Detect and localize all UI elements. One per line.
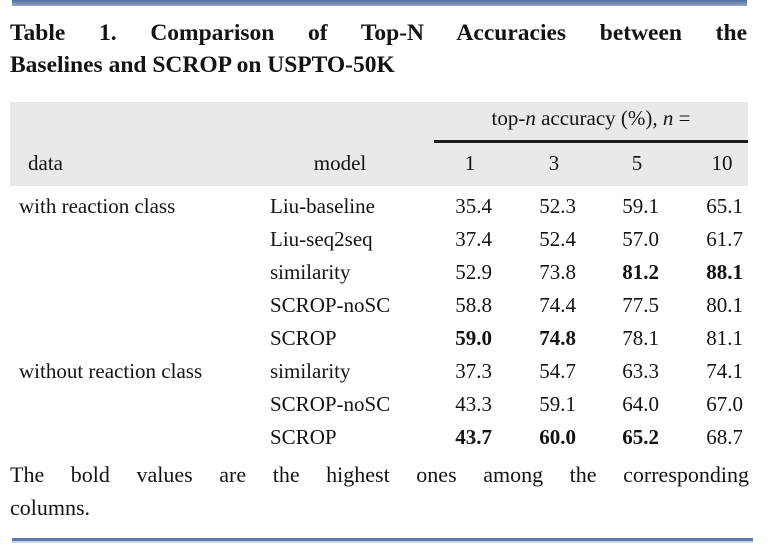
accuracy-value: 81.2 [622, 260, 659, 284]
accuracy-value: 37.4 [455, 227, 492, 251]
accuracy-value: 63.3 [622, 359, 659, 383]
table-row: SCROP 43.7 60.0 65.2 68.7 [10, 421, 748, 454]
table-row: SCROP 59.0 74.8 78.1 81.1 [10, 322, 748, 355]
model-name: Liu-seq2seq [270, 227, 373, 251]
model-name: SCROP-noSC [270, 392, 391, 416]
group-header-text: top- [491, 106, 526, 130]
table-caption: Table 1. Comparison of Top-N Accuracies … [10, 17, 747, 81]
column-header-n-10: 10 [711, 151, 733, 175]
accuracy-value: 65.1 [706, 194, 743, 218]
accuracy-value: 74.1 [706, 359, 743, 383]
column-header-data: data [28, 151, 63, 175]
data-group-label: without reaction class [19, 359, 203, 383]
group-header-italic-n: n [662, 106, 674, 130]
accuracy-value: 88.1 [706, 260, 743, 284]
accuracy-value: 67.0 [706, 392, 743, 416]
accuracy-value: 35.4 [455, 194, 492, 218]
group-header-text: accuracy (%), [535, 106, 663, 130]
accuracy-value: 78.1 [622, 326, 659, 350]
table-footnote-line1: The bold values are the highest ones amo… [10, 462, 749, 487]
table-footnote-line2: columns. [10, 495, 91, 520]
accuracy-value: 43.7 [455, 425, 492, 449]
model-name: SCROP [270, 425, 337, 449]
group-header-rule [434, 140, 748, 143]
accuracy-value: 52.4 [539, 227, 576, 251]
column-header-n-3: 3 [548, 151, 560, 175]
table-caption-line1: Table 1. Comparison of Top-N Accuracies … [10, 20, 747, 46]
accuracy-value: 80.1 [706, 293, 743, 317]
model-name: Liu-baseline [270, 194, 375, 218]
group-header-italic-n: n [525, 106, 536, 130]
model-name: SCROP-noSC [270, 293, 391, 317]
column-header-n-5: 5 [631, 151, 643, 175]
accuracy-value: 57.0 [622, 227, 659, 251]
data-group-label: with reaction class [19, 194, 176, 218]
accuracy-value: 81.1 [706, 326, 743, 350]
accuracy-value: 59.0 [455, 326, 492, 350]
accuracy-value: 37.3 [455, 359, 492, 383]
table-row: with reaction class Liu-baseline 35.4 52.3 5… [10, 190, 748, 223]
table-row: without reaction class similarity 37.3 54.7… [10, 355, 748, 388]
column-header-n-1: 1 [464, 151, 476, 175]
table-footnote: The bold values are the highest ones amo… [10, 458, 749, 524]
table-row: Liu-seq2seq 37.4 52.4 57.0 61.7 [10, 223, 748, 256]
table-row: similarity 52.9 73.8 81.2 88.1 [10, 256, 748, 289]
accuracy-value: 74.4 [539, 293, 576, 317]
accuracy-value: 64.0 [622, 392, 659, 416]
accuracy-value: 74.8 [539, 326, 576, 350]
accuracy-value: 54.7 [539, 359, 576, 383]
table-caption-line2: Baselines and SCROP on USPTO-50K [10, 52, 395, 78]
accuracy-value: 43.3 [455, 392, 492, 416]
accuracy-value: 73.8 [539, 260, 576, 284]
accuracy-value: 52.3 [539, 194, 576, 218]
accuracy-value: 59.1 [539, 392, 576, 416]
model-name: similarity [270, 359, 351, 383]
table-header-background [10, 102, 748, 186]
accuracy-value: 58.8 [455, 293, 492, 317]
table-row: SCROP-noSC 58.8 74.4 77.5 80.1 [10, 289, 748, 322]
table-row: SCROP-noSC 43.3 59.1 64.0 67.0 [10, 388, 748, 421]
group-header-text: = [673, 106, 691, 130]
accuracy-value: 65.2 [622, 425, 659, 449]
bottom-accent-rule [12, 538, 753, 541]
accuracy-value: 77.5 [622, 293, 659, 317]
accuracy-value: 60.0 [539, 425, 576, 449]
model-name: SCROP [270, 326, 337, 350]
column-header-model: model [313, 151, 367, 175]
accuracy-value: 68.7 [706, 425, 743, 449]
model-name: similarity [270, 260, 351, 284]
accuracy-value: 61.7 [706, 227, 743, 251]
top-accent-bar [12, 0, 747, 6]
accuracy-value: 59.1 [622, 194, 659, 218]
group-column-header: top-n accuracy (%), n = [434, 106, 748, 131]
accuracy-value: 52.9 [455, 260, 492, 284]
